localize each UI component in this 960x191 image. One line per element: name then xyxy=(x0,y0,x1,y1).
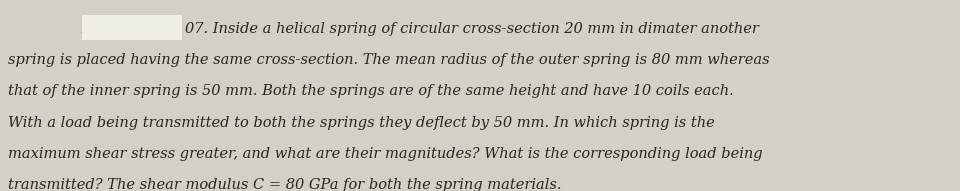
Text: transmitted? The shear modulus C = 80 GPa for both the spring materials.: transmitted? The shear modulus C = 80 GP… xyxy=(8,178,562,191)
Text: maximum shear stress greater, and what are their magnitudes? What is the corresp: maximum shear stress greater, and what a… xyxy=(8,147,762,161)
Text: With a load being transmitted to both the springs they deflect by 50 mm. In whic: With a load being transmitted to both th… xyxy=(8,116,714,129)
Text: spring is placed having the same cross-section. The mean radius of the outer spr: spring is placed having the same cross-s… xyxy=(8,53,769,67)
Text: Example: Example xyxy=(82,22,152,36)
Text: 07. Inside a helical spring of circular cross-section 20 mm in dimater another: 07. Inside a helical spring of circular … xyxy=(185,22,759,36)
Text: that of the inner spring is 50 mm. Both the springs are of the same height and h: that of the inner spring is 50 mm. Both … xyxy=(8,84,733,98)
